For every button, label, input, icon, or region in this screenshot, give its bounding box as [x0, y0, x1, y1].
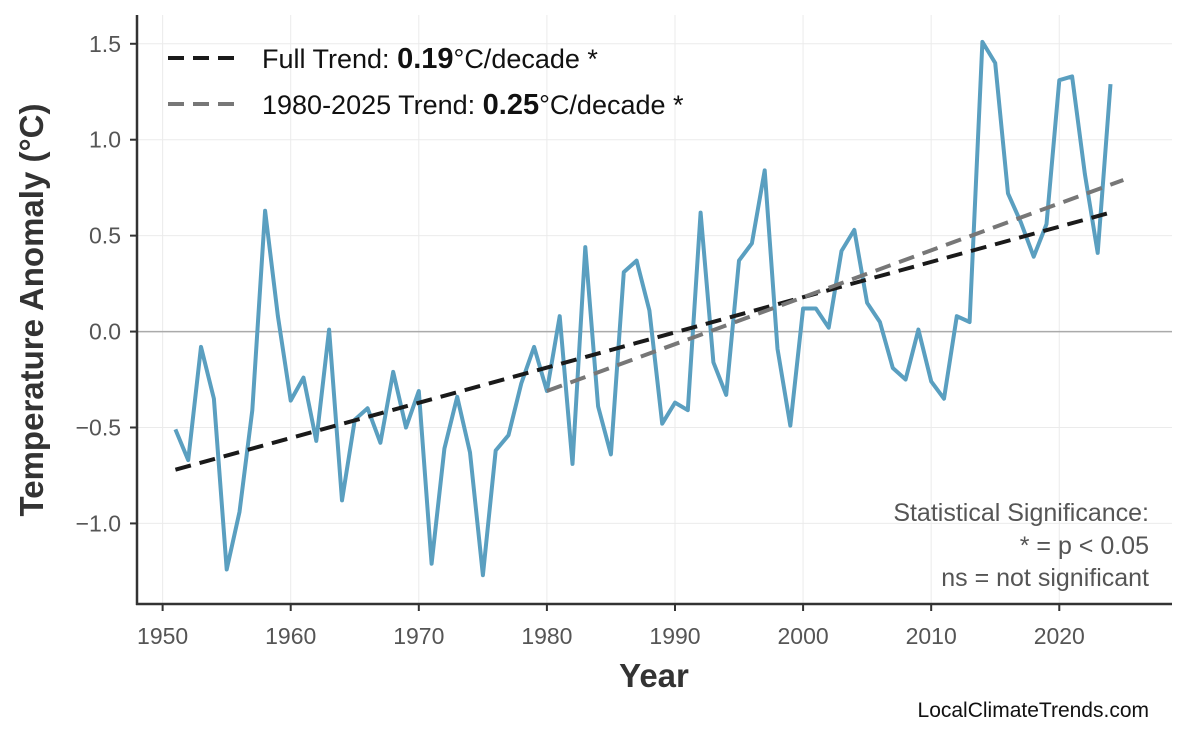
legend: Full Trend: 0.19°C/decade *1980-2025 Tre…: [168, 43, 684, 121]
y-ticks: −1.0 −0.5 0.0 0.5 1.0 1.5: [76, 31, 137, 537]
x-ticks: 1950 1960 1970 1980 1990 2000 2010 2020: [137, 604, 1085, 649]
y-axis-label: Temperature Anomaly (°C): [13, 104, 50, 517]
legend-rate: 0.25: [483, 89, 539, 121]
full-trend-line: [175, 213, 1110, 470]
significance-title: Statistical Significance:: [893, 499, 1149, 527]
y-tick-label: 0.0: [89, 319, 121, 345]
y-tick-label: −1.0: [76, 510, 121, 536]
x-tick-label: 1980: [521, 623, 572, 649]
y-tick-label: −0.5: [76, 414, 121, 440]
legend-label: Full Trend: 0.19°C/decade *: [262, 43, 598, 75]
x-tick-label: 1950: [137, 623, 188, 649]
legend-label: 1980-2025 Trend: 0.25°C/decade *: [262, 89, 684, 121]
legend-rate: 0.19: [397, 43, 453, 75]
x-tick-label: 2000: [778, 623, 829, 649]
x-tick-label: 2020: [1034, 623, 1085, 649]
series-layer: [175, 42, 1110, 576]
y-tick-label: 1.0: [89, 127, 121, 153]
significance-ns: ns = not significant: [941, 564, 1149, 592]
temperature-series-line: [175, 42, 1110, 575]
legend-label-suffix: °C/decade *: [454, 44, 599, 74]
y-tick-label: 0.5: [89, 223, 121, 249]
recent-trend-line: [547, 180, 1123, 391]
x-axis-label: Year: [619, 657, 689, 694]
significance-p: * = p < 0.05: [1020, 532, 1149, 560]
legend-label-suffix: °C/decade *: [539, 90, 684, 120]
watermark: LocalClimateTrends.com: [918, 699, 1149, 722]
x-tick-label: 2010: [906, 623, 957, 649]
x-tick-label: 1990: [649, 623, 700, 649]
legend-label-prefix: Full Trend:: [262, 44, 397, 74]
y-tick-label: 1.5: [89, 31, 121, 57]
legend-label-prefix: 1980-2025 Trend:: [262, 90, 483, 120]
x-tick-label: 1970: [393, 623, 444, 649]
x-tick-label: 1960: [265, 623, 316, 649]
